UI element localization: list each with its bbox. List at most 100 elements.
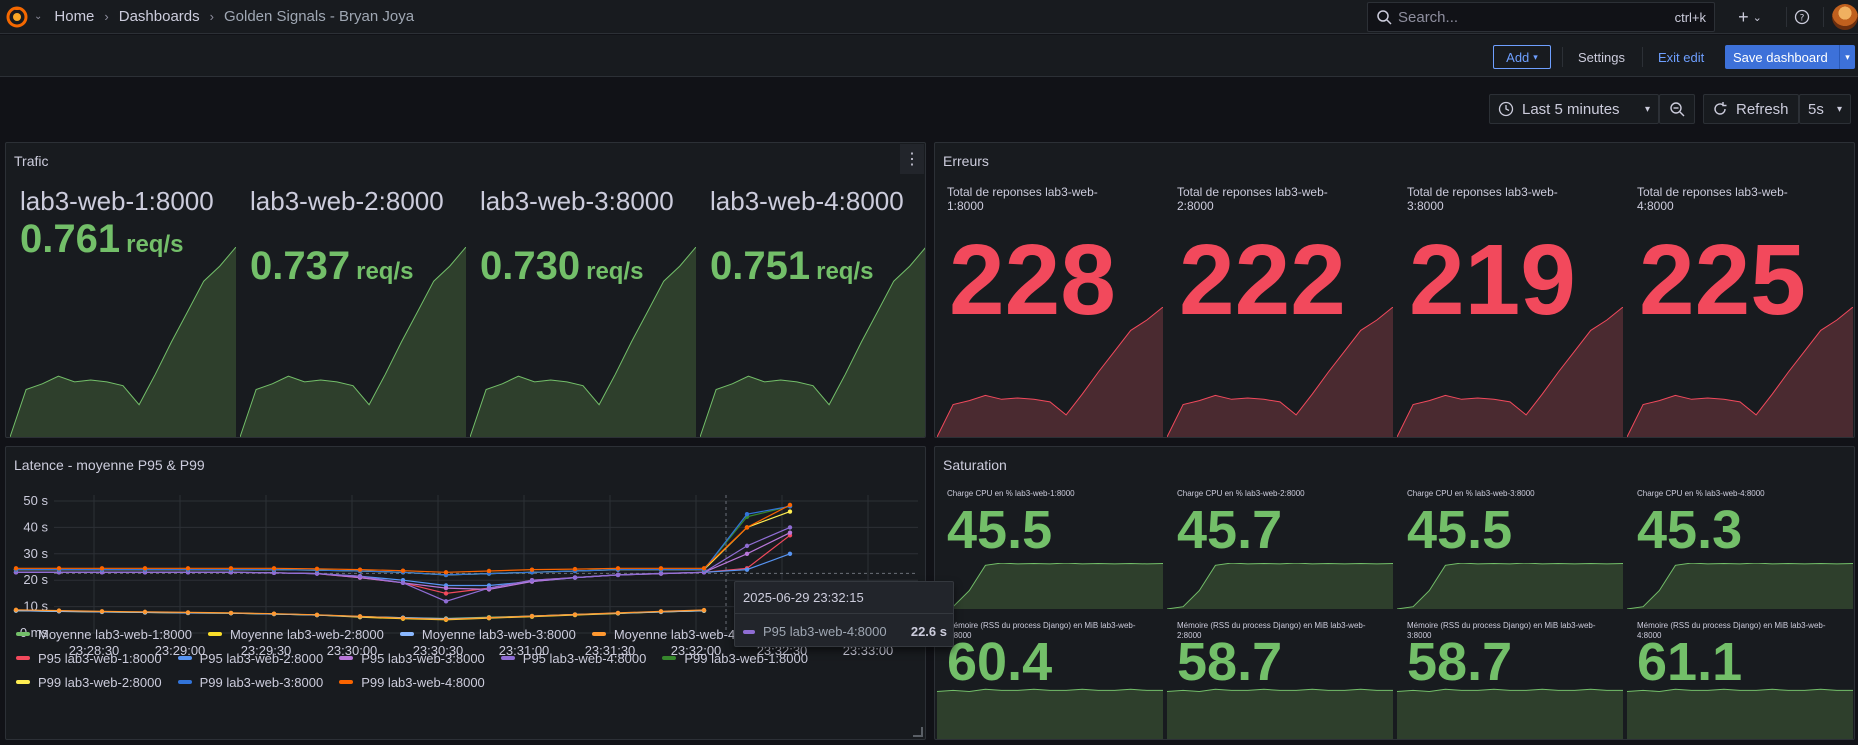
legend-label: Moyenne lab3-web-4:8000 <box>613 626 768 642</box>
help-icon[interactable]: ? <box>1790 6 1814 28</box>
legend-swatch <box>207 632 222 636</box>
sparkline-line <box>1397 688 1623 693</box>
zoom-out-icon <box>1670 102 1685 117</box>
stat-cpu-2[interactable]: Charge CPU en % lab3-web-2:8000 45.7 <box>1167 489 1393 609</box>
legend-label: Moyenne lab3-web-3:8000 <box>421 626 576 642</box>
tooltip-row: P95 lab3-web-4:8000 22.6 s <box>743 624 947 639</box>
data-point <box>185 610 191 615</box>
stat-number: 0.737 <box>250 244 351 288</box>
legend-item[interactable]: P95 lab3-web-4:8000 <box>500 651 646 666</box>
sparkline-area <box>937 307 1163 437</box>
legend-item[interactable]: Moyenne lab3-web-3:8000 <box>399 626 576 642</box>
stat-mem-1[interactable]: Mémoire (RSS du process Django) en MiB l… <box>937 621 1163 739</box>
stat-trafic-3[interactable]: lab3-web-3:8000 0.730 req/s <box>470 187 696 437</box>
data-point <box>228 566 234 571</box>
x-tick-label: 23:29:30 <box>241 643 292 658</box>
sparkline-area <box>1627 689 1853 739</box>
stat-trafic-2[interactable]: lab3-web-2:8000 0.737 req/s <box>240 187 466 437</box>
stat-unit: req/s <box>356 258 414 285</box>
panel-saturation[interactable]: Saturation Charge CPU en % lab3-web-1:80… <box>934 446 1855 740</box>
chevron-down-icon[interactable]: ⌄ <box>34 11 43 22</box>
panel-erreurs[interactable]: Erreurs Total de reponses lab3-web-1:800… <box>934 142 1855 438</box>
stat-cpu-3[interactable]: Charge CPU en % lab3-web-3:8000 45.5 <box>1397 489 1623 609</box>
legend-item[interactable]: P95 lab3-web-2:8000 <box>177 651 323 666</box>
time-range-picker[interactable]: Last 5 minutes ▾ <box>1489 94 1659 124</box>
stat-trafic-1[interactable]: lab3-web-1:8000 0.761 req/s <box>10 187 236 437</box>
breadcrumb-home[interactable]: Home <box>54 8 95 25</box>
data-point <box>56 608 62 613</box>
legend-item[interactable]: P99 lab3-web-2:8000 <box>16 675 162 690</box>
stat-erreurs-4[interactable]: Total de reponses lab3-web-4:8000 225 <box>1627 185 1853 437</box>
search-placeholder: Search... <box>1398 8 1459 26</box>
stat-label: Total de reponses lab3-web-2:8000 <box>1177 185 1328 213</box>
stat-erreurs-3[interactable]: Total de reponses lab3-web-3:8000 219 <box>1397 185 1623 437</box>
chevron-down-icon[interactable]: ▾ <box>1839 45 1855 69</box>
legend-label: P99 lab3-web-4:8000 <box>361 674 485 690</box>
data-point <box>701 566 707 571</box>
stat-label: Total de reponses lab3-web-4:8000 <box>1637 185 1788 213</box>
stat-label: lab3-web-2:8000 <box>250 186 444 216</box>
breadcrumb-dashboards[interactable]: Dashboards <box>118 8 200 25</box>
legend-item[interactable]: P95 lab3-web-1:8000 <box>16 651 162 666</box>
sparkline <box>1397 688 1623 739</box>
divider <box>1786 7 1787 27</box>
data-point <box>357 574 363 579</box>
resize-handle[interactable] <box>913 727 923 737</box>
x-tick-label: 23:31:30 <box>585 643 636 658</box>
grafana-logo-icon[interactable] <box>2 2 32 32</box>
stat-cpu-4[interactable]: Charge CPU en % lab3-web-4:8000 45.3 <box>1627 489 1853 609</box>
stat-erreurs-1[interactable]: Total de reponses lab3-web-1:8000 228 <box>937 185 1163 437</box>
data-point <box>13 607 19 612</box>
refresh-button[interactable]: Refresh <box>1703 94 1799 124</box>
stat-trafic-4[interactable]: lab3-web-4:8000 0.751 req/s <box>700 187 925 437</box>
data-point <box>572 612 578 617</box>
data-point <box>56 566 62 571</box>
legend-item[interactable]: P99 lab3-web-1:8000 <box>662 651 808 666</box>
legend-item[interactable]: Moyenne lab3-web-1:8000 <box>16 627 192 642</box>
data-point <box>744 543 750 549</box>
sparkline <box>1627 307 1853 437</box>
stat-cpu-1[interactable]: Charge CPU en % lab3-web-1:8000 45.5 <box>937 489 1163 609</box>
user-avatar[interactable] <box>1832 4 1858 30</box>
sparkline-area <box>1397 689 1623 739</box>
legend-item[interactable]: P99 lab3-web-4:8000 <box>339 675 485 690</box>
stat-erreurs-2[interactable]: Total de reponses lab3-web-2:8000 222 <box>1167 185 1393 437</box>
stat-value: 225 <box>1639 224 1806 336</box>
refresh-interval-picker[interactable]: 5s ▾ <box>1799 94 1851 124</box>
stat-label: Mémoire (RSS du process Django) en MiB l… <box>1407 621 1596 640</box>
legend-item[interactable]: P99 lab3-web-3:8000 <box>177 674 324 690</box>
chevron-down-icon: ▾ <box>1533 51 1538 62</box>
stat-value: 45.3 <box>1637 500 1743 560</box>
sparkline <box>937 563 1163 609</box>
legend-item[interactable]: Moyenne lab3-web-4:8000 <box>591 626 768 642</box>
data-point <box>787 502 793 508</box>
search-input[interactable]: Search... ctrl+k <box>1367 2 1715 32</box>
legend-item[interactable]: Moyenne lab3-web-2:8000 <box>207 627 384 642</box>
stat-mem-3[interactable]: Mémoire (RSS du process Django) en MiB l… <box>1397 621 1623 739</box>
data-point <box>486 615 492 620</box>
sparkline-area <box>470 247 696 437</box>
settings-button[interactable]: Settings <box>1578 49 1625 65</box>
more-vertical-icon[interactable]: ⋮ <box>900 144 924 174</box>
zoom-out-button[interactable] <box>1659 94 1695 124</box>
stat-mem-4[interactable]: Mémoire (RSS du process Django) en MiB l… <box>1627 621 1853 739</box>
legend-row: Moyenne lab3-web-1:8000 Moyenne lab3-web-… <box>16 622 916 646</box>
exit-edit-button[interactable]: Exit edit <box>1658 49 1705 65</box>
data-point <box>615 566 621 571</box>
data-point <box>271 611 277 616</box>
stat-mem-2[interactable]: Mémoire (RSS du process Django) en MiB l… <box>1167 621 1393 739</box>
sparkline <box>700 247 925 437</box>
stat-value: 228 <box>949 224 1116 336</box>
add-button[interactable]: Add ▾ <box>1493 45 1551 69</box>
data-point <box>572 566 578 572</box>
save-dashboard-button[interactable]: Save dashboard ▾ <box>1725 45 1855 69</box>
clock-icon <box>1498 101 1514 117</box>
legend-label: P99 lab3-web-3:8000 <box>199 674 324 690</box>
legend-item[interactable]: P95 lab3-web-3:8000 <box>339 651 485 666</box>
new-menu-button[interactable]: + ⌄ <box>1730 6 1770 28</box>
panel-trafic[interactable]: Trafic ⋮ lab3-web-1:8000 0.761 req/s lab3-w… <box>5 142 926 438</box>
stat-value: 222 <box>1179 224 1346 336</box>
y-tick-label: 20 s <box>23 572 48 587</box>
chevron-down-icon: ▾ <box>1644 103 1650 115</box>
